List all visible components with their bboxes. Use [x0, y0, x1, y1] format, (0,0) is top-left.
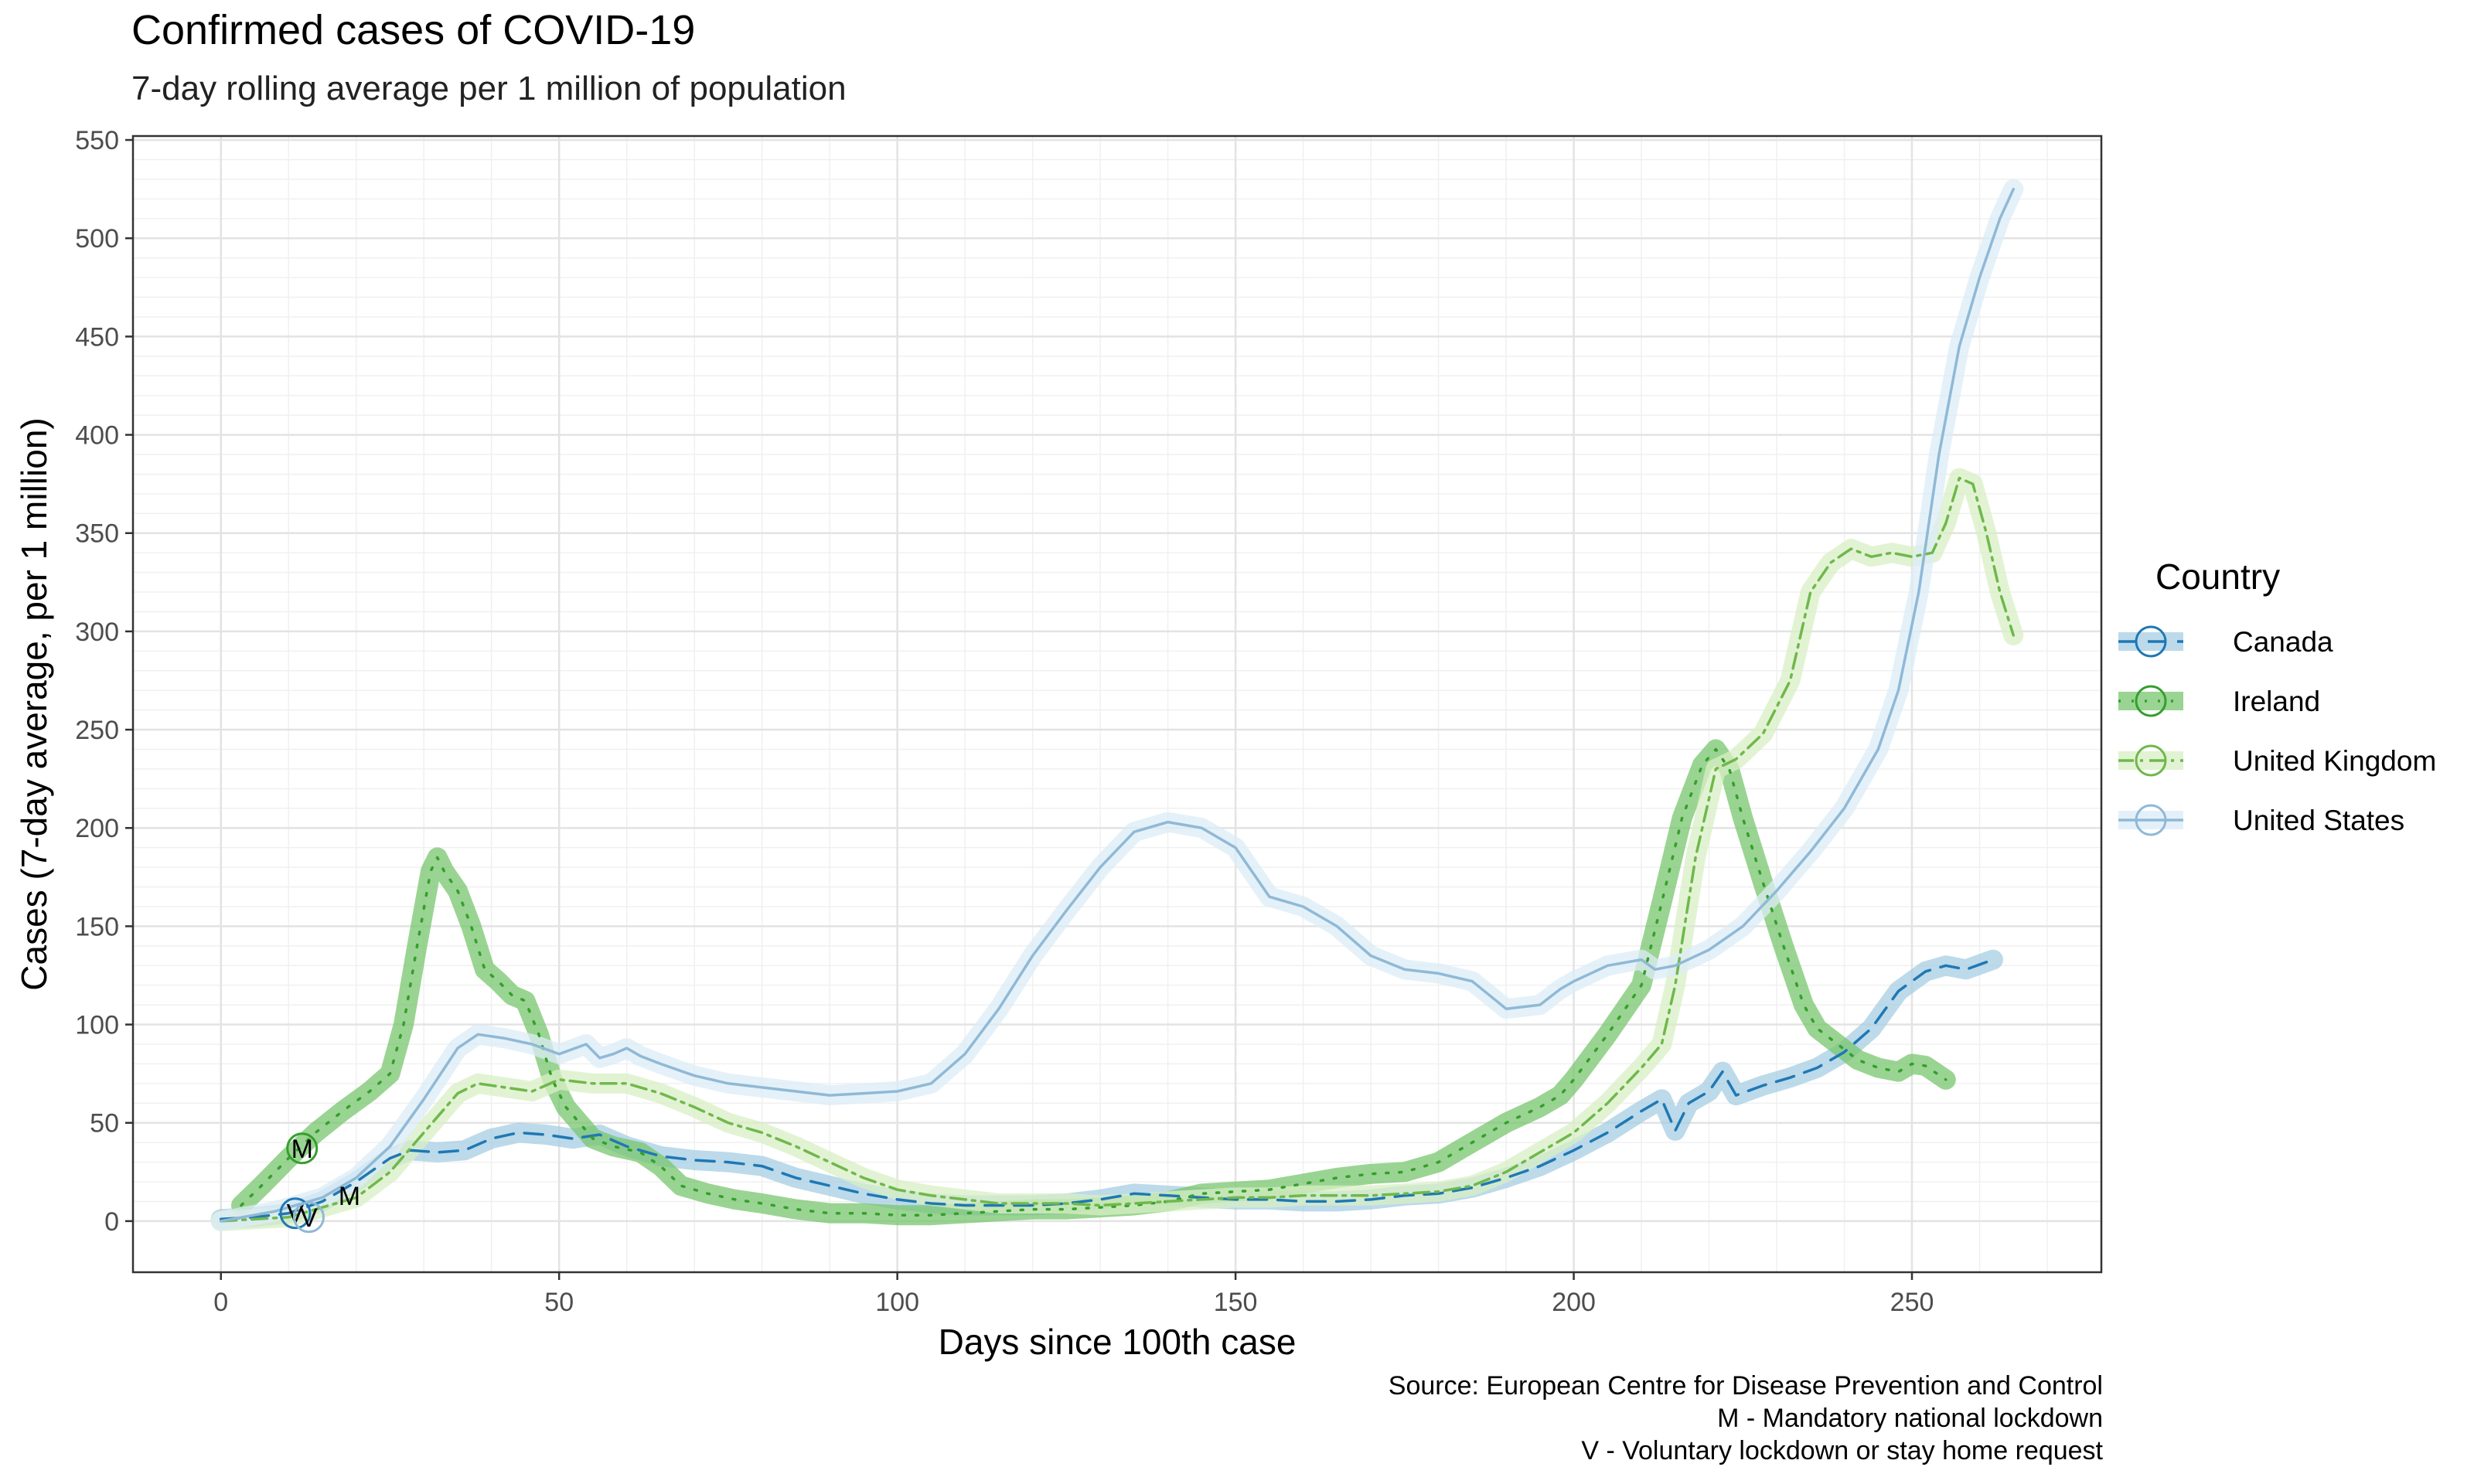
y-axis-label: Cases (7-day average, per 1 million) [14, 417, 54, 990]
series-line-canada [219, 958, 1995, 1221]
chart-subtitle: 7-day rolling average per 1 million of p… [131, 70, 847, 107]
legend-entry-label: Ireland [2233, 686, 2320, 717]
legend-entry-label: Canada [2233, 626, 2333, 658]
legend: Country Canada Ireland United Kingdom Unite… [2118, 556, 2436, 836]
legend-entry-label: United Kingdom [2233, 745, 2436, 777]
y-tick-label: 0 [104, 1207, 119, 1237]
y-tick-label: 150 [75, 912, 119, 941]
series-line-united-kingdom [219, 476, 2016, 1223]
lockdown-marker-circle [286, 1132, 319, 1165]
caption: Source: European Centre for Disease Prev… [1389, 1370, 2103, 1467]
lockdown-marker-circle [279, 1197, 312, 1230]
legend-key-circle [2135, 625, 2167, 658]
x-tick-label: 0 [213, 1288, 228, 1317]
lockdown-marker-label: M [339, 1182, 360, 1211]
legend-title: Country [2155, 556, 2280, 597]
caption-source: Source: European Centre for Disease Prev… [1388, 1371, 2103, 1401]
y-tick-label: 400 [75, 421, 119, 451]
line-layer [219, 187, 2016, 1223]
x-axis-label: Days since 100th case [939, 1322, 1297, 1362]
y-tick-label: 300 [75, 618, 119, 647]
legend-key-circle [2135, 744, 2167, 777]
y-tick-label: 100 [75, 1011, 119, 1040]
y-tick-label: 200 [75, 814, 119, 843]
y-tick-label: 50 [90, 1109, 119, 1139]
caption-voluntary: V - Voluntary lockdown or stay home requ… [1581, 1436, 2103, 1465]
x-tick-label: 150 [1214, 1288, 1258, 1317]
x-tick-label: 250 [1890, 1288, 1934, 1317]
x-tick-label: 50 [544, 1288, 574, 1317]
y-tick-label: 500 [75, 224, 119, 254]
series-line-united-states [219, 187, 2016, 1223]
caption-mandatory: M - Mandatory national lockdown [1717, 1404, 2103, 1433]
x-tick-label: 200 [1552, 1288, 1596, 1317]
x-tick-label: 100 [875, 1288, 919, 1317]
legend-key-circle [2135, 685, 2167, 717]
y-tick-label: 350 [75, 519, 119, 549]
plot-border [131, 134, 2103, 1274]
lockdown-marker-circle [292, 1201, 325, 1234]
legend-entry-label: United States [2233, 805, 2404, 836]
y-tick-label: 550 [75, 126, 119, 155]
y-tick-label: 450 [75, 322, 119, 352]
chart-title: Confirmed cases of COVID-19 [131, 7, 696, 53]
legend-key-circle [2135, 804, 2167, 836]
lockdown-marker-label: M [291, 1135, 313, 1164]
y-tick-label: 250 [75, 716, 119, 745]
lockdown-marker-label: V [300, 1203, 318, 1233]
axis-layer: 0 50 100 150 200 250 300 350 400 450 500 550 0 50 100 1… [75, 126, 1934, 1317]
